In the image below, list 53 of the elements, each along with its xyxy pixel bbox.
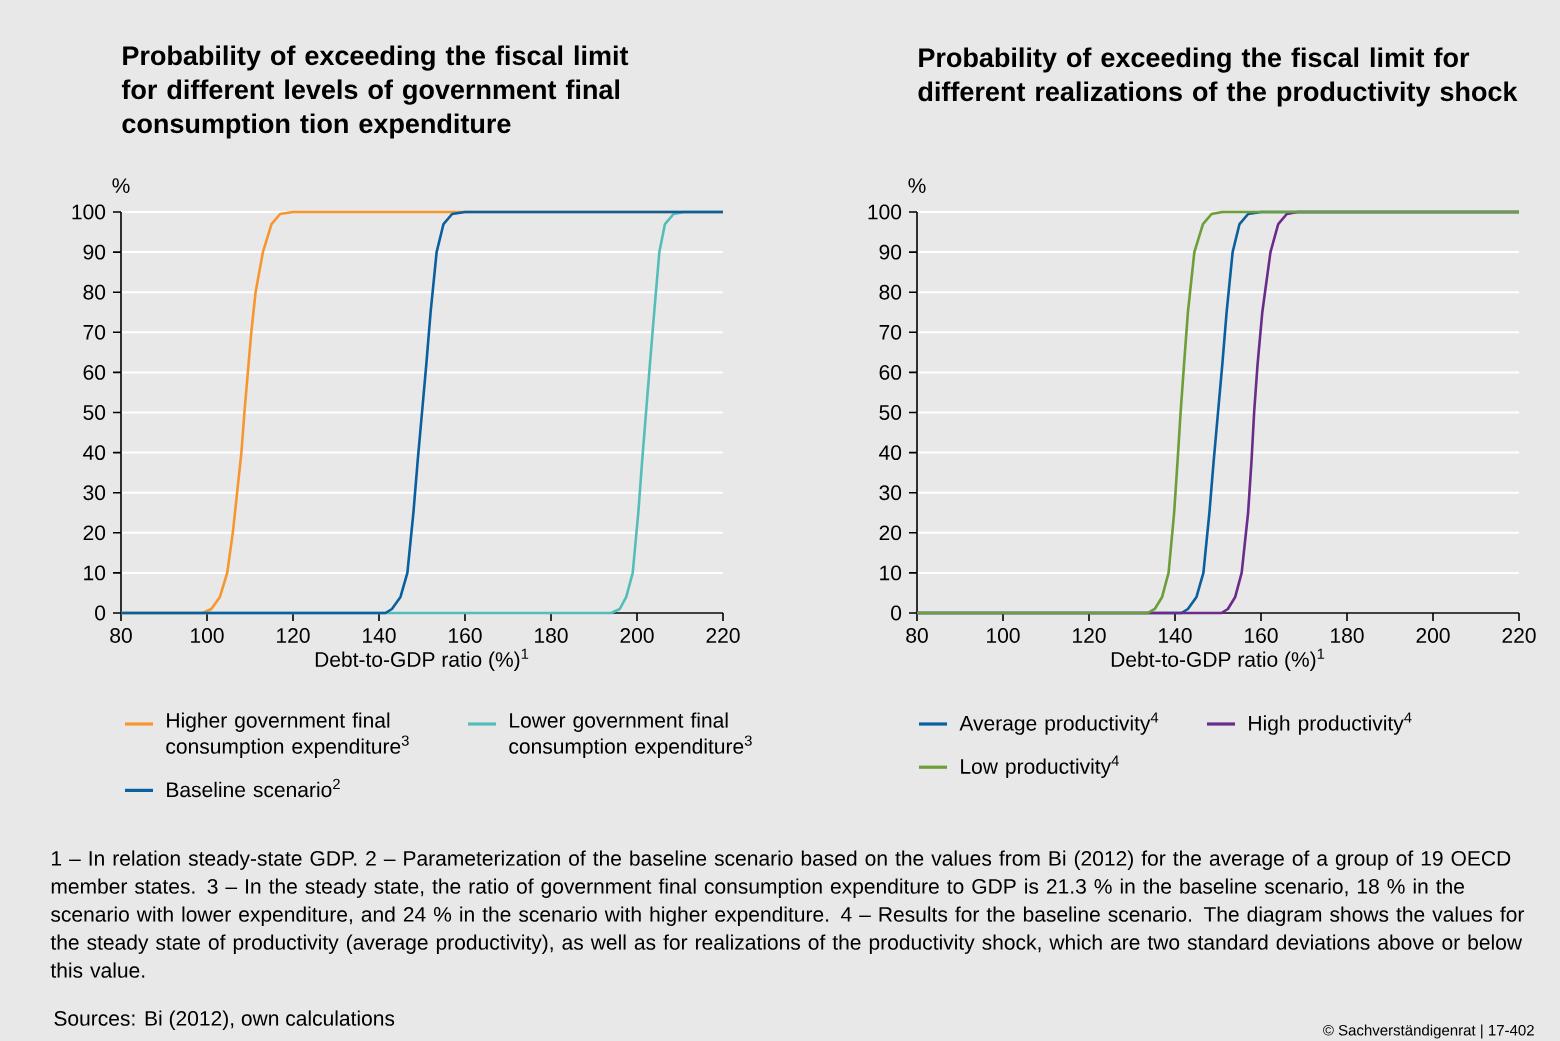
- y-tick-label: 50: [879, 405, 902, 420]
- x-tick-label: 100: [191, 628, 224, 643]
- y-tick-label: 0: [891, 605, 902, 621]
- x-tick-label: 80: [906, 628, 928, 643]
- x-tick-label: 200: [620, 628, 654, 643]
- source-note: Sources: Bi (2012), own calculations: [54, 1010, 395, 1030]
- legend-label: Average productivity$^{4}$: [959, 712, 1159, 735]
- y-tick-label: 30: [879, 485, 902, 501]
- x-tick-label: 180: [535, 628, 568, 643]
- y-tick-label: 100: [868, 204, 902, 220]
- legend-label: Baseline scenario$^{2}$: [167, 778, 340, 798]
- text: © Sachverständigenrat | 17-402: [1323, 1024, 1534, 1039]
- x-axis-title: Debt-to-GDP ratio (%)$^{1}$: [315, 648, 529, 672]
- y-tick-label: 40: [879, 445, 902, 461]
- x-tick-label: 220: [706, 628, 740, 643]
- legend-label: Low productivity$^{4}$: [961, 755, 1119, 779]
- y-tick-label: 20: [879, 525, 902, 541]
- y-tick-label: 50: [83, 405, 106, 420]
- x-tick-label: 140: [1159, 628, 1192, 643]
- text: 1 – In relation steady-state GDP. 2 – Parameterization of the baseline scenario based on the values from Bi (2012) for the average of a group of 19 OECD member states. 3 – In the steady state, the ratio of government final consumption expenditure to GDP is 21.3 % in the baseline scenario, 18 % in the scenario with lower expenditure, and 24 % in the scenario with higher expenditure. 4 – Results for the baseline scenario. The diagram shows the values for the steady state of productivity (average productivity), as well as for realizations of the productivity shock, which are two standard deviations above or below this value.: [50, 850, 1525, 978]
- x-tick-label: 140: [363, 628, 396, 643]
- y-tick-label: 60: [83, 364, 106, 380]
- y-tick-label: 90: [83, 244, 106, 260]
- x-tick-label: 80: [110, 628, 132, 643]
- y-tick-label: 100: [72, 204, 106, 220]
- y-tick-label: 10: [880, 565, 902, 581]
- y-tick-label: 20: [83, 525, 106, 541]
- y-tick-label: 40: [83, 445, 106, 461]
- x-axis-title: Debt-to-GDP ratio (%)$^{1}$: [1111, 648, 1325, 672]
- x-tick-label: 120: [1073, 628, 1106, 643]
- x-tick-label: 120: [277, 628, 310, 643]
- y-tick-label: 90: [879, 244, 902, 260]
- y-tick-label: 0: [95, 605, 106, 621]
- legend-label: Lower government final consumption expenditure$^{3}$: [509, 712, 752, 758]
- y-tick-label: 60: [879, 364, 902, 380]
- y-tick-label: 80: [83, 284, 106, 300]
- x-tick-label: 160: [1245, 628, 1278, 643]
- legend-label: High productivity$^{4}$: [1249, 712, 1412, 735]
- x-tick-label: 220: [1502, 628, 1536, 643]
- chart-title: Probability of exceeding the fiscal limit for different levels of government final consumption tion expenditure: [121, 45, 629, 139]
- x-tick-label: 200: [1416, 628, 1450, 643]
- x-tick-label: 160: [449, 628, 482, 643]
- legend-label: Higher government final consumption expenditure$^{3}$: [166, 712, 409, 758]
- y-tick-label: 30: [83, 485, 106, 501]
- y-axis-title: %: [112, 178, 130, 193]
- y-tick-label: 70: [83, 324, 106, 340]
- x-tick-label: 180: [1331, 628, 1364, 643]
- y-tick-label: 80: [879, 284, 902, 300]
- y-tick-label: 70: [879, 324, 902, 340]
- chart-title: Probability of exceeding the fiscal limit for different realizations of the productivity shock: [918, 47, 1518, 107]
- y-tick-label: 10: [84, 565, 106, 581]
- y-axis-title: %: [908, 178, 926, 193]
- x-tick-label: 100: [987, 628, 1020, 643]
